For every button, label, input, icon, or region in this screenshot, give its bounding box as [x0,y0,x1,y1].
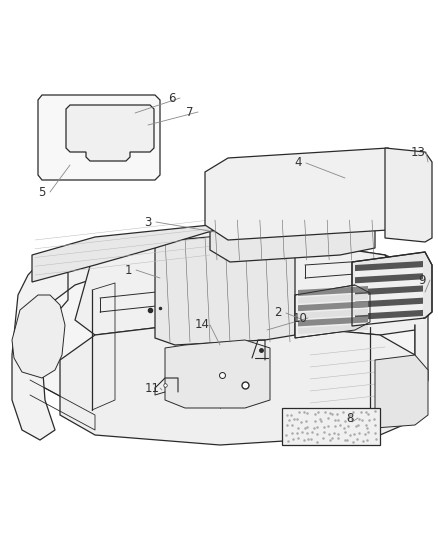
Polygon shape [298,324,368,334]
Polygon shape [60,320,415,445]
Text: 8: 8 [346,411,354,424]
Polygon shape [355,292,423,304]
Polygon shape [355,279,423,292]
Polygon shape [66,105,154,161]
Text: 7: 7 [186,106,194,118]
Polygon shape [298,301,368,311]
Polygon shape [298,286,368,296]
Text: 1: 1 [124,263,132,277]
Polygon shape [352,252,432,326]
Polygon shape [12,248,90,440]
Text: 6: 6 [168,92,176,104]
Polygon shape [385,255,428,425]
Text: 2: 2 [274,306,282,319]
Polygon shape [75,230,415,335]
Polygon shape [282,408,380,445]
Polygon shape [355,304,423,316]
Polygon shape [298,317,368,326]
Polygon shape [355,286,423,297]
Polygon shape [155,232,295,345]
Polygon shape [295,285,370,338]
Polygon shape [375,355,428,428]
Polygon shape [165,340,270,408]
Text: 11: 11 [145,382,159,394]
Text: 13: 13 [410,146,425,158]
Polygon shape [385,148,432,242]
Polygon shape [298,294,368,304]
Polygon shape [210,218,375,262]
Polygon shape [32,225,215,282]
Polygon shape [355,297,423,310]
Polygon shape [355,316,423,328]
Text: 3: 3 [144,215,152,229]
Polygon shape [355,273,423,285]
Polygon shape [205,148,420,240]
Polygon shape [355,267,423,279]
Polygon shape [38,95,160,180]
Text: 9: 9 [418,273,426,287]
Polygon shape [298,309,368,319]
Text: 4: 4 [294,157,302,169]
Polygon shape [355,261,423,273]
Polygon shape [12,295,65,378]
Polygon shape [30,230,415,430]
Text: 5: 5 [38,185,46,198]
Text: 10: 10 [293,311,307,325]
Text: 14: 14 [194,319,209,332]
Polygon shape [355,310,423,322]
